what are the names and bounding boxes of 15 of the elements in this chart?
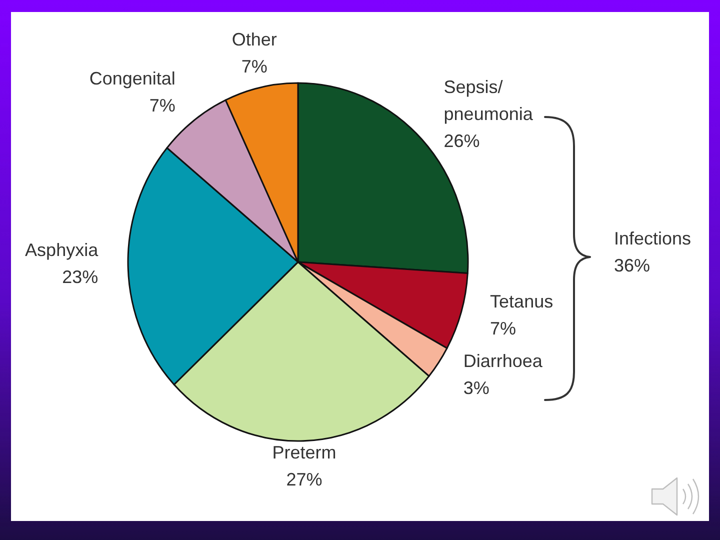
data-label: 26% — [444, 130, 480, 151]
slice-label: Asphyxia — [25, 240, 100, 260]
data-label: 7% — [490, 318, 516, 339]
text: Infections 36% — [614, 228, 692, 276]
slice-label: Congenital — [89, 68, 176, 88]
data-label: 27% — [286, 469, 322, 490]
data-label: 7% — [241, 56, 268, 76]
slice-label: Tetanus — [490, 292, 554, 312]
data-label: 7% — [149, 95, 176, 116]
slice-label: Other — [232, 29, 277, 50]
data-label: 3% — [463, 378, 490, 398]
data-label: 23% — [62, 266, 98, 287]
slice-label: Preterm — [272, 442, 336, 462]
slice-label: Sepsis/ pneumonia — [444, 76, 534, 124]
slice-label: Diarrhoea — [463, 350, 544, 371]
